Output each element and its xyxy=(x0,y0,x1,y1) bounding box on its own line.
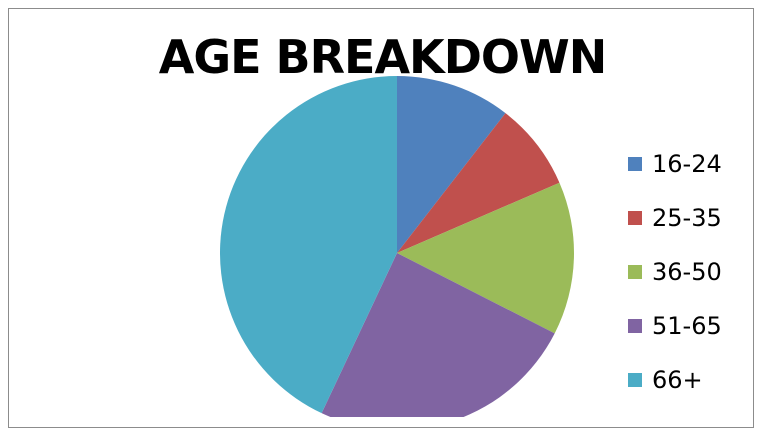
pie-slice-51-65 xyxy=(321,253,555,417)
pie-chart xyxy=(219,76,574,417)
pie-slice-66 xyxy=(219,76,397,414)
pie-slice-16-24 xyxy=(397,76,506,253)
legend-label: 36-50 xyxy=(652,258,722,286)
legend-item: 36-50 xyxy=(628,245,722,299)
legend-label: 25-35 xyxy=(652,204,722,232)
legend-swatch xyxy=(628,157,642,171)
legend-swatch xyxy=(628,373,642,387)
legend-item: 25-35 xyxy=(628,191,722,245)
legend-item: 51-65 xyxy=(628,299,722,353)
legend-swatch xyxy=(628,265,642,279)
legend: 16-24 25-35 36-50 51-65 66+ xyxy=(628,137,722,407)
legend-item: 16-24 xyxy=(628,137,722,191)
pie-slice-25-35 xyxy=(397,113,560,253)
legend-item: 66+ xyxy=(628,353,722,407)
legend-label: 66+ xyxy=(652,366,703,394)
legend-swatch xyxy=(628,211,642,225)
legend-label: 16-24 xyxy=(652,150,722,178)
pie-slices xyxy=(219,76,574,417)
pie-slice-36-50 xyxy=(397,182,574,334)
chart-title: AGE BREAKDOWN xyxy=(158,30,607,84)
legend-swatch xyxy=(628,319,642,333)
legend-label: 51-65 xyxy=(652,312,722,340)
